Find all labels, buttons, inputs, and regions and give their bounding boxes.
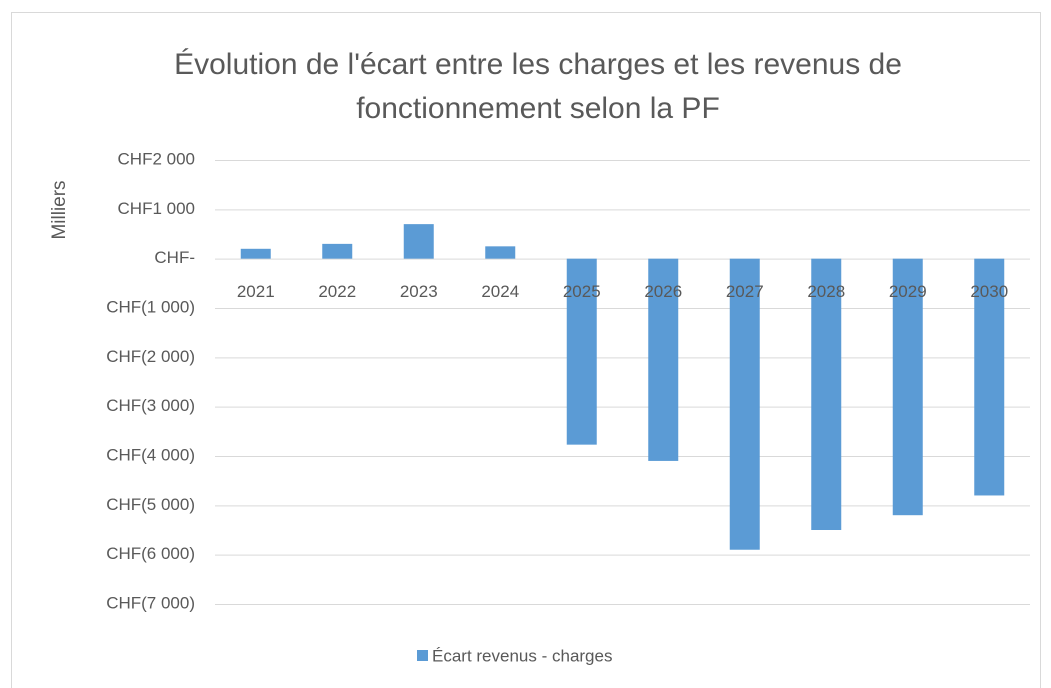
bar xyxy=(403,224,434,259)
bar xyxy=(811,258,842,530)
y-tick-label: CHF1 000 xyxy=(118,199,195,218)
chart-title: fonctionnement selon la PF xyxy=(356,92,720,125)
bar xyxy=(240,248,271,259)
bar xyxy=(974,258,1005,496)
x-tick-label: 2029 xyxy=(889,282,927,301)
y-tick-label: CHF(3 000) xyxy=(106,396,195,415)
bar xyxy=(729,258,760,550)
x-tick-label: 2021 xyxy=(237,282,275,301)
x-tick-label: 2022 xyxy=(318,282,356,301)
y-tick-label: CHF(4 000) xyxy=(106,445,195,464)
chart-title: Évolution de l'écart entre les charges e… xyxy=(174,48,902,81)
x-tick-label: 2028 xyxy=(807,282,845,301)
y-axis-label: Milliers xyxy=(49,180,70,239)
x-tick-label: 2026 xyxy=(644,282,682,301)
bar xyxy=(566,258,597,445)
y-tick-label: CHF(7 000) xyxy=(106,593,195,612)
y-tick-label: CHF(2 000) xyxy=(106,347,195,366)
legend-label: Écart revenus - charges xyxy=(432,646,612,665)
bar xyxy=(322,243,353,259)
y-tick-label: CHF2 000 xyxy=(118,149,195,168)
bar xyxy=(485,246,516,259)
bar xyxy=(892,258,923,516)
y-tick-label: CHF- xyxy=(154,248,195,267)
legend-swatch xyxy=(417,650,428,661)
x-tick-label: 2030 xyxy=(970,282,1008,301)
x-tick-label: 2027 xyxy=(726,282,764,301)
chart-frame xyxy=(11,12,1041,688)
x-tick-label: 2023 xyxy=(400,282,438,301)
x-tick-label: 2025 xyxy=(563,282,601,301)
y-tick-label: CHF(6 000) xyxy=(106,544,195,563)
bar xyxy=(648,258,679,461)
x-tick-label: 2024 xyxy=(481,282,519,301)
y-tick-label: CHF(5 000) xyxy=(106,495,195,514)
y-tick-label: CHF(1 000) xyxy=(106,297,195,316)
